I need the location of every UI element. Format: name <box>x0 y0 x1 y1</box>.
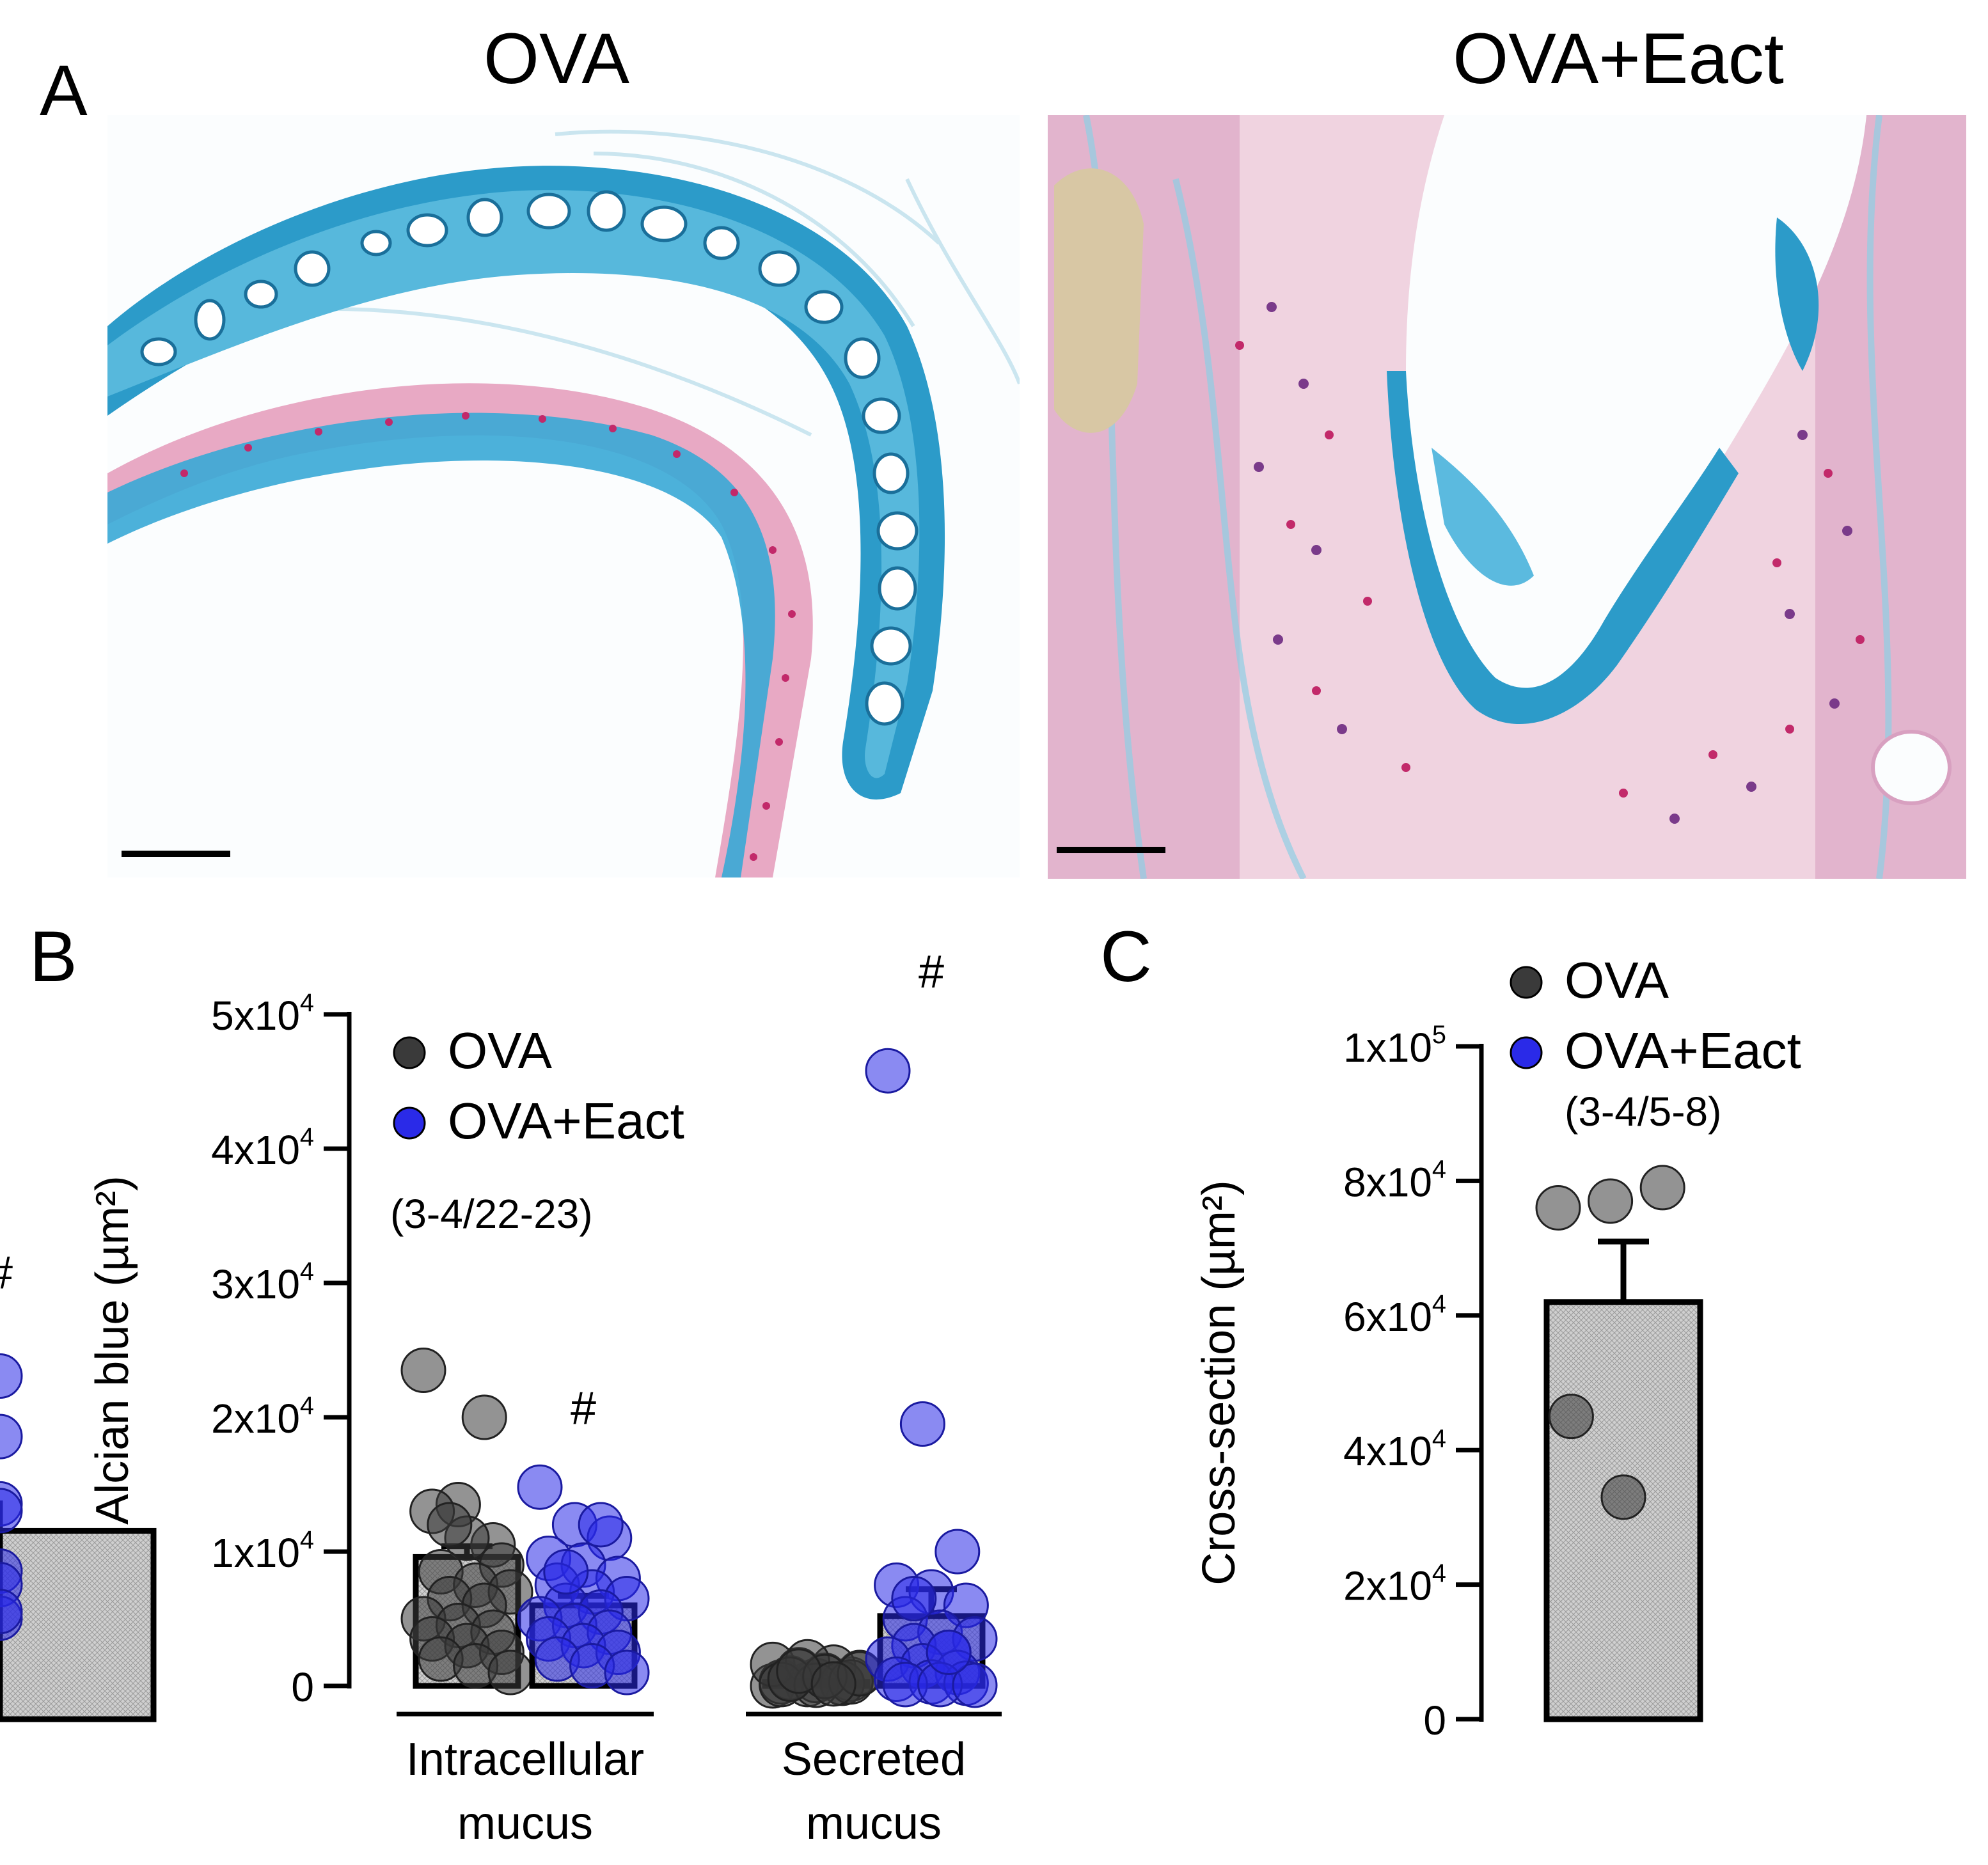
data-point <box>926 1630 972 1675</box>
legend-marker <box>1510 1036 1543 1069</box>
data-point <box>517 1464 563 1510</box>
chart-b: 0 1x104 2x104 3x104 4x104 5x104 Alcian blue (µ… <box>87 947 1002 1849</box>
data-point <box>578 1502 624 1548</box>
data-point <box>1535 1184 1581 1231</box>
significance-marker: # <box>919 947 944 998</box>
data-point <box>0 1589 23 1635</box>
micrograph-title-ova-eact: OVA+Eact <box>1453 19 1784 98</box>
micrograph-title-ova: OVA <box>483 19 630 98</box>
data-point <box>604 1649 650 1696</box>
legend-label: OVA+Eact <box>1565 1022 1801 1079</box>
data-point <box>935 1529 981 1575</box>
y-tick-label: 8x104 <box>1343 1156 1446 1206</box>
data-point <box>0 1488 23 1534</box>
y-axis-label: Alcian blue (µm²) <box>87 1176 138 1525</box>
data-point <box>899 1401 945 1447</box>
y-tick-label: 2x104 <box>1343 1559 1446 1609</box>
n-label: (3-4/22-23) <box>390 1191 593 1237</box>
chart-c: 0 2x104 4x104 6x104 8x104 1x105 Cross-section … <box>0 952 1801 1743</box>
data-point <box>1600 1474 1646 1520</box>
y-tick-label: 5x104 <box>211 989 314 1039</box>
scale-bar <box>1057 847 1165 853</box>
data-point <box>1588 1178 1634 1224</box>
data-point <box>1548 1394 1594 1440</box>
scale-bar <box>122 851 230 857</box>
data-point <box>487 1649 533 1696</box>
y-tick-label: 4x104 <box>1343 1424 1446 1474</box>
group-label: mucus <box>806 1798 942 1849</box>
y-tick-label: 3x104 <box>211 1257 314 1307</box>
micrograph-ova-eact <box>1048 115 1966 879</box>
group-label: Secreted <box>782 1734 966 1785</box>
y-tick-label: 1x104 <box>211 1526 314 1576</box>
bar-ova-eact <box>0 1527 157 1722</box>
legend-label: OVA <box>448 1022 553 1079</box>
y-tick-label: 6x104 <box>1343 1290 1446 1340</box>
n-label: (3-4/5-8) <box>1565 1089 1721 1135</box>
y-axis-label: Cross-section (µm²) <box>1194 1180 1245 1586</box>
panel-letter-b: B <box>29 917 77 996</box>
data-point <box>1639 1165 1685 1211</box>
micrograph-ova-eact-image <box>1048 115 1966 879</box>
legend-label: OVA+Eact <box>448 1092 684 1149</box>
micrograph-ova <box>107 115 1020 877</box>
legend-marker <box>393 1106 426 1140</box>
data-point <box>543 1549 589 1594</box>
y-tick-label: 1x105 <box>1343 1021 1446 1071</box>
data-point <box>0 1413 23 1460</box>
panel-letter-a: A <box>40 51 88 130</box>
significance-marker: # <box>571 1383 596 1435</box>
legend-marker <box>1510 966 1543 999</box>
group-label: mucus <box>457 1798 593 1849</box>
data-point <box>810 1661 856 1707</box>
data-point <box>952 1662 998 1708</box>
group-label: Intracellular <box>406 1734 644 1785</box>
y-tick-label: 0 <box>291 1664 314 1710</box>
y-tick-label: 2x104 <box>211 1392 314 1442</box>
data-point <box>865 1048 911 1094</box>
significance-marker: # <box>0 1248 13 1299</box>
data-point <box>891 1576 937 1621</box>
data-point <box>427 1502 473 1548</box>
micrograph-ova-image <box>107 115 1020 877</box>
y-tick-label: 0 <box>1423 1697 1446 1743</box>
legend-marker <box>393 1036 426 1069</box>
panel-letter-c: C <box>1100 917 1152 996</box>
data-point <box>400 1348 446 1393</box>
legend-label: OVA <box>1565 952 1669 1009</box>
y-tick-label: 4x104 <box>211 1123 314 1173</box>
data-point <box>461 1394 507 1440</box>
data-point <box>0 1353 23 1399</box>
